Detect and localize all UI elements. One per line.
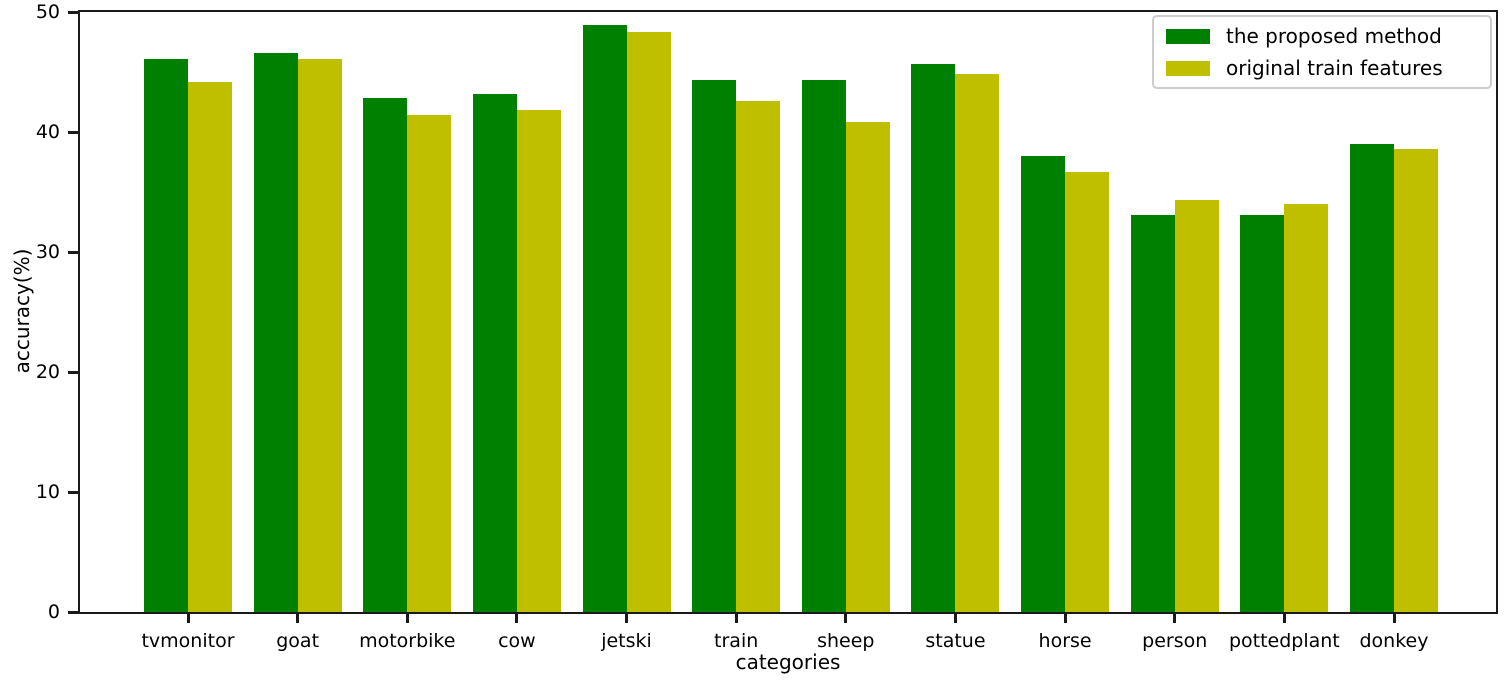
bar-the-proposed-method-sheep (801, 80, 846, 612)
x-tick-label-pottedplant: pottedplant (1228, 630, 1340, 652)
legend-label: the proposed method (1226, 24, 1442, 48)
bar-original-train-features-cow (516, 110, 561, 612)
y-axis-title: accuracy(%) (10, 248, 34, 374)
legend-label: original train features (1226, 56, 1443, 80)
x-tick-label-motorbike: motorbike (359, 630, 456, 652)
y-tick-label-30: 30 (35, 240, 60, 263)
y-tick-40 (68, 130, 78, 134)
x-tick-person (1173, 614, 1177, 623)
x-tick-goat (296, 614, 300, 623)
bar-the-proposed-method-jetski (582, 25, 627, 612)
bar-the-proposed-method-person (1130, 214, 1175, 612)
x-tick-label-sheep: sheep (817, 630, 875, 652)
bar-original-train-features-pottedplant (1284, 204, 1329, 612)
x-tick-train (734, 614, 738, 623)
y-tick-10 (68, 490, 78, 494)
x-tick-label-cow: cow (498, 630, 536, 652)
bar-the-proposed-method-motorbike (363, 98, 408, 612)
bar-the-proposed-method-horse (1021, 156, 1066, 612)
y-tick-50 (68, 10, 78, 14)
legend-row-the-proposed-method: the proposed method (1166, 24, 1490, 48)
y-tick-20 (68, 370, 78, 374)
x-tick-horse (1063, 614, 1067, 623)
bar-the-proposed-method-donkey (1350, 144, 1394, 612)
bar-the-proposed-method-goat (253, 52, 298, 612)
bar-the-proposed-method-statue (911, 63, 956, 612)
legend-swatch-icon (1166, 28, 1210, 44)
x-tick-label-goat: goat (276, 630, 320, 652)
x-tick-label-statue: statue (925, 630, 986, 652)
bar-the-proposed-method-cow (472, 93, 517, 612)
x-tick-statue (953, 614, 957, 623)
bar-the-proposed-method-tvmonitor (144, 58, 188, 612)
legend-swatch-icon (1166, 60, 1210, 76)
bar-original-train-features-jetski (626, 32, 671, 612)
bar-original-train-features-tvmonitor (188, 81, 232, 612)
x-tick-cow (515, 614, 519, 623)
y-tick-label-40: 40 (35, 120, 60, 143)
y-tick-0 (68, 610, 78, 614)
y-tick-30 (68, 250, 78, 254)
y-tick-label-0: 0 (47, 600, 60, 623)
x-tick-label-horse: horse (1038, 630, 1092, 652)
plot-area: 0 10 20 30 40 50 tvmonitor goat motorbike cow jets… (36, 2, 1498, 652)
bar-original-train-features-sheep (845, 122, 890, 612)
x-axis-title: categories (735, 650, 841, 674)
bar-the-proposed-method-train (692, 80, 737, 612)
x-tick-label-train: train (714, 630, 759, 652)
bar-original-train-features-train (736, 100, 781, 612)
bar-original-train-features-statue (955, 74, 1000, 612)
y-tick-label-10: 10 (35, 480, 60, 503)
x-tick-label-jetski: jetski (601, 630, 652, 652)
legend-row-original-train-features: original train features (1166, 56, 1490, 80)
x-tick-label-person: person (1142, 630, 1208, 652)
x-tick-pottedplant (1282, 614, 1286, 623)
x-tick-tvmonitor (186, 614, 190, 623)
x-tick-label-donkey: donkey (1359, 630, 1429, 652)
y-tick-label-50: 50 (35, 0, 60, 23)
y-tick-label-20: 20 (35, 360, 60, 383)
bar-original-train-features-donkey (1394, 148, 1438, 612)
bar-original-train-features-horse (1065, 171, 1110, 612)
x-tick-label-tvmonitor: tvmonitor (141, 630, 235, 652)
x-tick-jetski (625, 614, 629, 623)
x-tick-sheep (844, 614, 848, 623)
legend: the proposed method original train featur… (1152, 15, 1492, 89)
bar-the-proposed-method-pottedplant (1240, 214, 1285, 612)
bar-original-train-features-person (1174, 200, 1219, 612)
bar-original-train-features-motorbike (407, 115, 452, 612)
x-tick-donkey (1392, 614, 1396, 623)
bar-original-train-features-goat (297, 58, 342, 612)
x-tick-motorbike (405, 614, 409, 623)
